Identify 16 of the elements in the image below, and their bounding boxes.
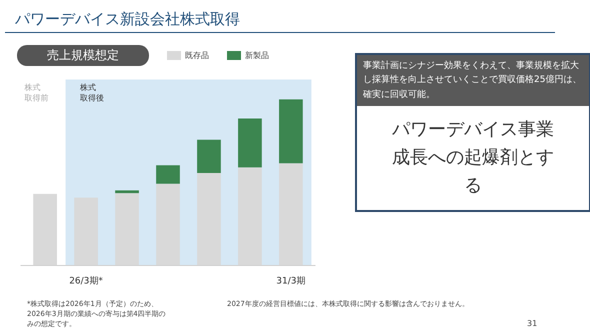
text: 事業計画にシナジー効果をくわえて、事業規模を拡大し採算性を向上させていくことで買収価格25億円は、確実に回収可能。 bbox=[357, 55, 589, 106]
legend-label: 既存品 bbox=[185, 50, 209, 62]
chart-title: パワーデバイス新設会社株式取得 bbox=[5, 5, 555, 34]
bar bbox=[197, 140, 221, 173]
bar bbox=[279, 99, 303, 164]
x-tick-label: 31/3期 bbox=[276, 276, 306, 286]
x-tick-label: 26/3期* bbox=[69, 276, 104, 286]
band-label: 株式取得後 bbox=[78, 82, 104, 103]
text: パワーデバイス事業成長への起爆剤とする bbox=[391, 118, 555, 198]
bar bbox=[238, 118, 262, 168]
legend-label: 新製品 bbox=[245, 50, 269, 62]
bar bbox=[156, 165, 180, 184]
bar bbox=[115, 190, 139, 194]
chart-subtitle: 売上規模想定 bbox=[17, 45, 149, 66]
text: 31 bbox=[527, 318, 538, 329]
annotation: 株式取得前 bbox=[24, 82, 49, 103]
